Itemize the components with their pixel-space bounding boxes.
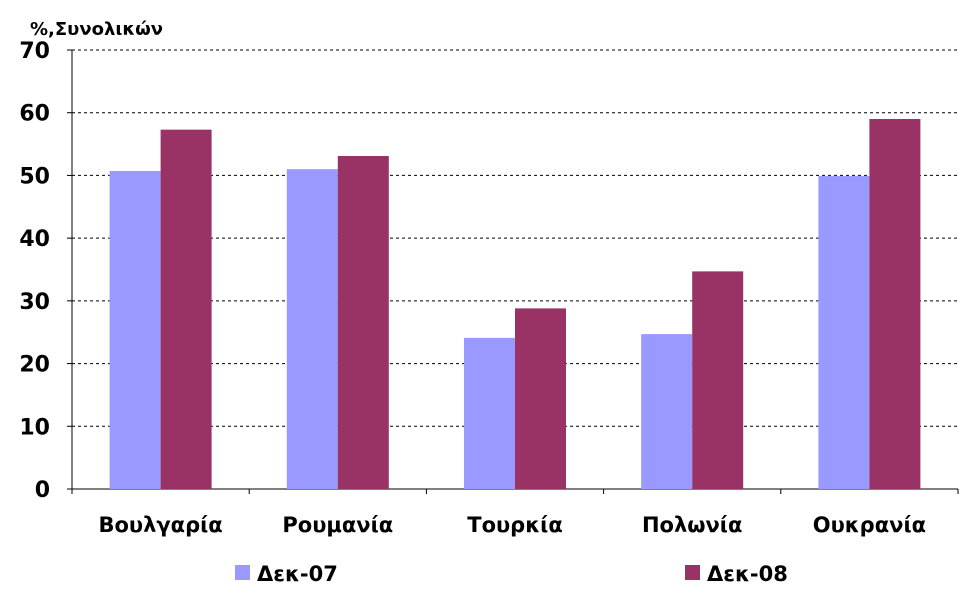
y-tick-label: 70 xyxy=(19,39,50,64)
x-tick-label: Τουρκία xyxy=(467,513,563,537)
y-tick-label: 0 xyxy=(35,478,50,503)
legend: Δεκ-07 Δεκ-08 xyxy=(235,562,788,586)
bar-series1 xyxy=(818,176,870,489)
legend-label: Δεκ-07 xyxy=(257,562,338,586)
legend-label: Δεκ-08 xyxy=(707,562,788,586)
y-tick-label: 10 xyxy=(19,415,50,440)
bar-series1 xyxy=(286,169,338,489)
x-tick-label: Πολωνία xyxy=(642,513,742,537)
y-tick-label: 40 xyxy=(19,227,50,252)
y-tick-label: 30 xyxy=(19,290,50,315)
x-tick-label: Ρουμανία xyxy=(282,513,393,537)
bar-series2 xyxy=(692,271,744,489)
bars xyxy=(109,118,921,490)
x-tick-label: Βουλγαρία xyxy=(98,513,222,537)
bar-series1 xyxy=(641,334,693,489)
bar-series2 xyxy=(515,308,566,489)
bar-series2 xyxy=(337,155,389,490)
y-tick-label: 60 xyxy=(19,102,50,127)
y-tick-label: 50 xyxy=(19,164,50,189)
x-tick-labels: Βουλγαρία Ρουμανία Τουρκία Πολωνία Ουκρανία xyxy=(98,513,926,537)
y-tick-label: 20 xyxy=(19,353,50,378)
y-tick-labels: 0 10 20 30 40 50 60 70 xyxy=(19,39,50,503)
bar-series2 xyxy=(160,129,212,489)
x-tick-label: Ουκρανία xyxy=(813,513,926,537)
y-axis-label: %,Συνολικών xyxy=(30,19,163,40)
bar-series1 xyxy=(109,171,161,489)
legend-swatch xyxy=(235,565,250,580)
gridlines xyxy=(72,49,958,427)
bar-series2 xyxy=(869,118,921,489)
legend-swatch xyxy=(685,565,700,580)
bar-series1 xyxy=(464,337,515,489)
